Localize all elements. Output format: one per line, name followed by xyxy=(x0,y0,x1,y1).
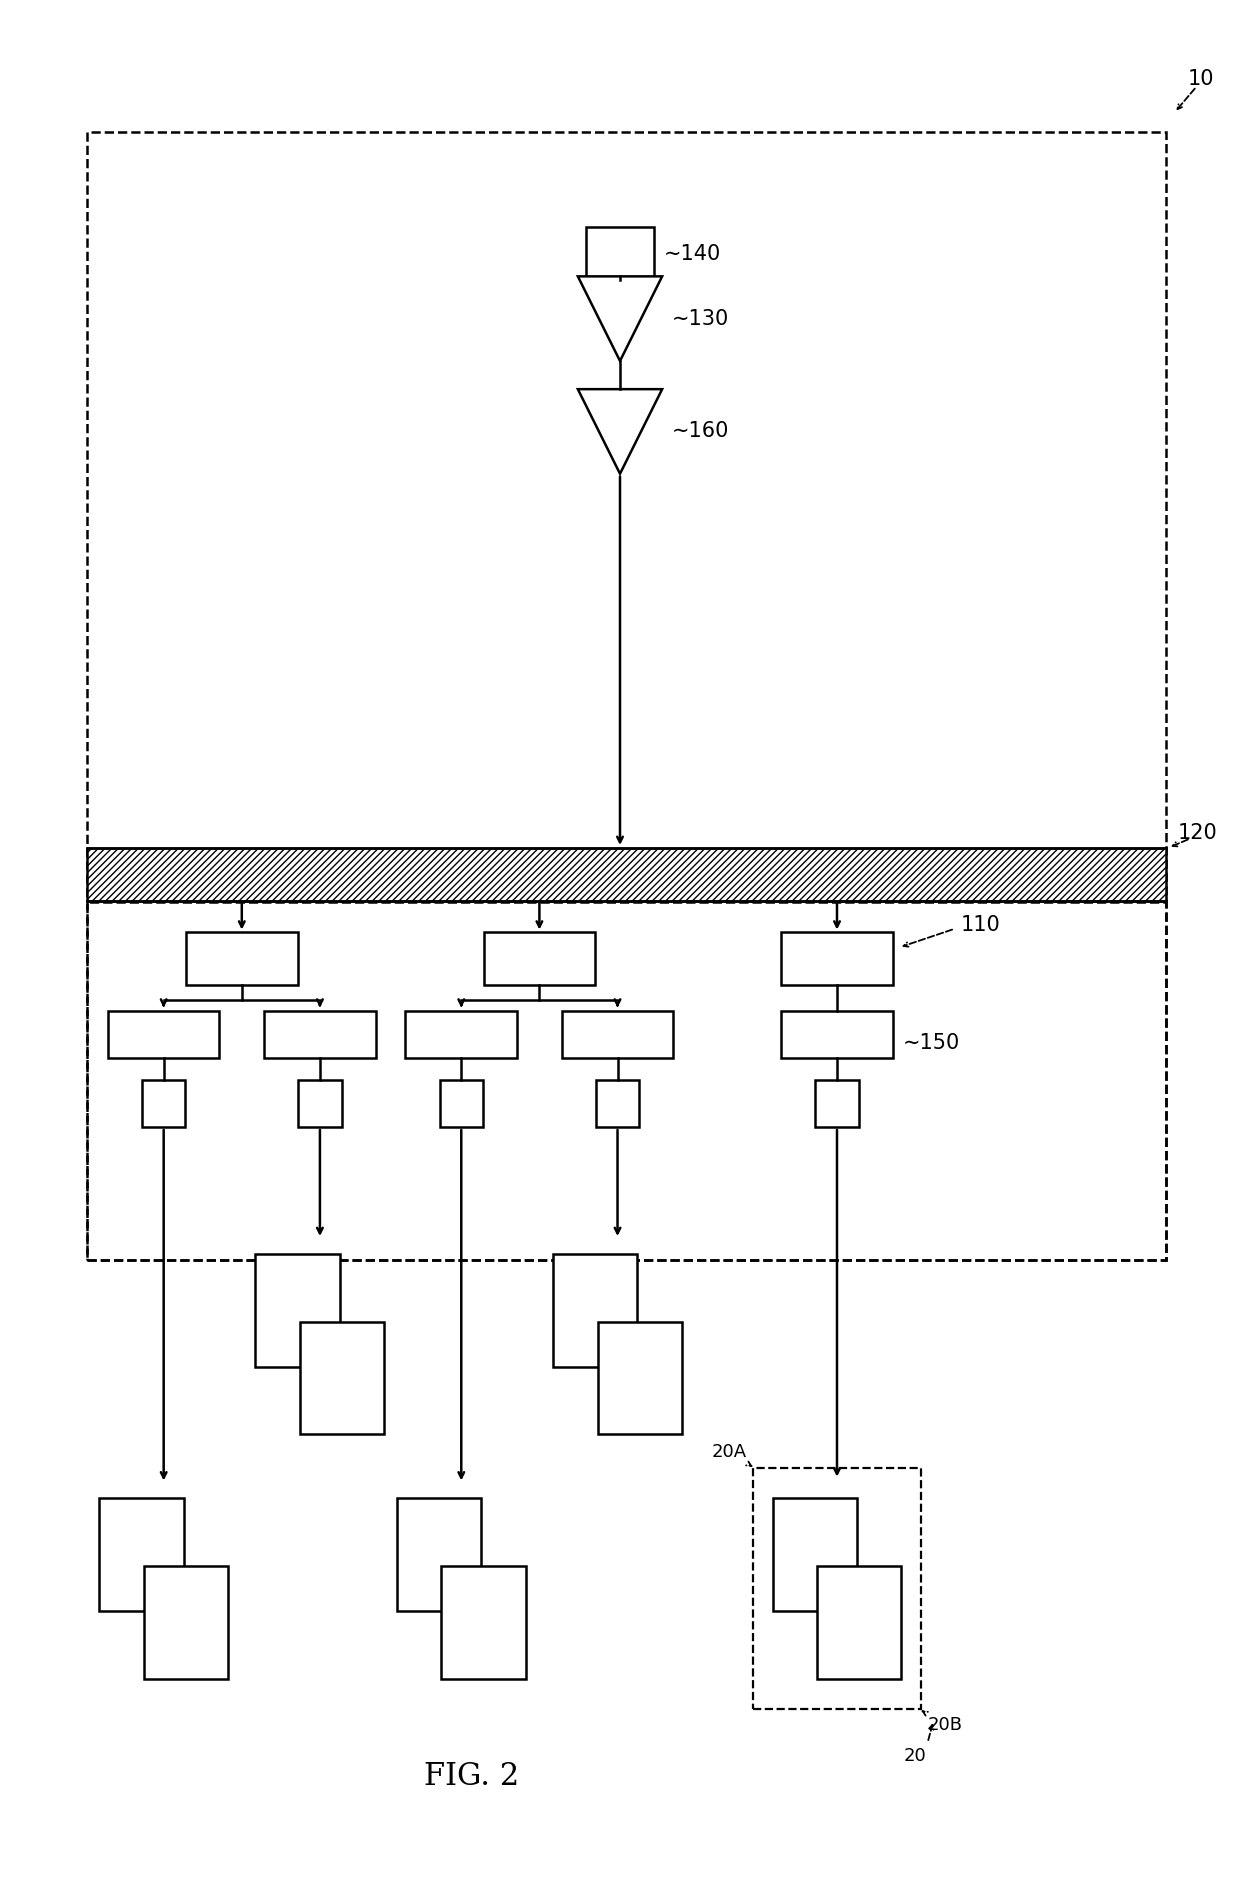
Bar xyxy=(553,1254,637,1367)
Text: ∼160: ∼160 xyxy=(672,421,729,442)
Bar xyxy=(87,902,1166,1260)
Bar xyxy=(108,1011,219,1057)
Bar xyxy=(99,1498,184,1611)
Bar xyxy=(781,932,893,985)
Text: 120: 120 xyxy=(1178,823,1218,842)
Text: ∼140: ∼140 xyxy=(665,244,722,263)
Bar xyxy=(562,1011,673,1057)
Bar xyxy=(753,1468,921,1709)
Bar xyxy=(781,1011,893,1057)
Text: ∼150: ∼150 xyxy=(903,1034,960,1053)
Bar xyxy=(595,1079,640,1128)
Bar xyxy=(144,1566,228,1679)
Bar xyxy=(186,932,298,985)
Text: 20: 20 xyxy=(904,1747,926,1765)
Bar xyxy=(773,1498,857,1611)
Bar xyxy=(817,1566,901,1679)
Polygon shape xyxy=(578,276,662,361)
Bar xyxy=(397,1498,481,1611)
Bar xyxy=(300,1322,384,1434)
Bar xyxy=(405,1011,517,1057)
Text: 110: 110 xyxy=(961,916,1001,934)
Text: FIG. 2: FIG. 2 xyxy=(424,1762,518,1792)
Bar xyxy=(441,1566,526,1679)
Bar xyxy=(255,1254,340,1367)
Bar xyxy=(439,1079,482,1128)
Bar xyxy=(87,132,1166,1260)
Text: 20A: 20A xyxy=(712,1442,746,1461)
Bar xyxy=(298,1079,341,1128)
Bar xyxy=(598,1322,682,1434)
Bar xyxy=(87,848,1166,901)
Bar xyxy=(484,932,595,985)
Bar xyxy=(585,227,655,280)
Text: 20B: 20B xyxy=(928,1716,962,1735)
Bar xyxy=(264,1011,376,1057)
Text: ∼130: ∼130 xyxy=(672,308,729,329)
Polygon shape xyxy=(578,389,662,474)
Text: 10: 10 xyxy=(1188,70,1214,88)
Bar xyxy=(816,1079,859,1128)
Bar xyxy=(143,1079,186,1128)
